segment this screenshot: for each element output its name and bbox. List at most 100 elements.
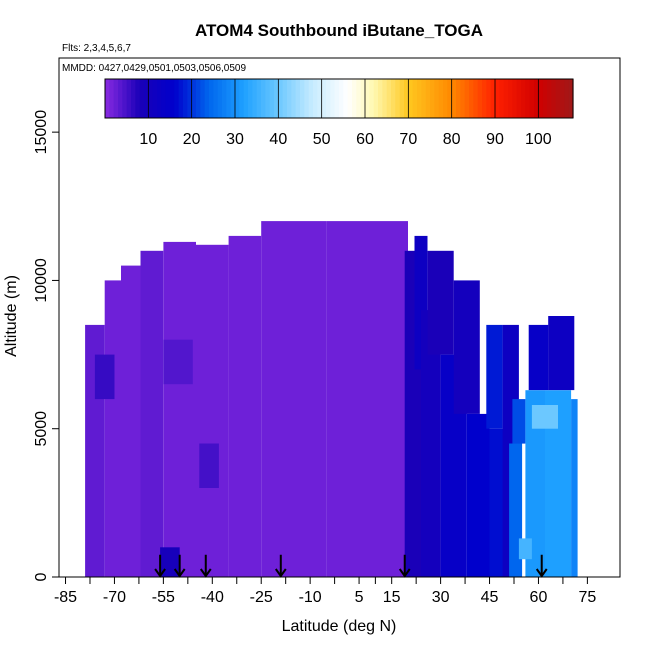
x-tick-label: -55 [152,589,175,606]
colorbar-ticks: 10 20 30 40 50 60 70 80 90 100 [139,79,552,148]
colorbar-swatch [529,79,535,118]
colorbar-swatch [469,79,474,118]
colorbar-swatch [473,79,479,118]
colorbar-swatch [369,79,375,118]
colorbar-swatch [551,79,557,118]
colorbar-swatch [360,79,366,118]
colorbar-swatch [321,79,327,118]
colorbar-swatch [456,79,461,118]
flights-label: Flts: 2,3,4,5,6,7 [62,43,131,54]
colorbar-swatch [560,79,565,118]
colorbar-swatch [196,79,201,118]
heatmap-cell [427,250,454,355]
colorbar-swatch [131,79,136,118]
colorbar-swatch [308,79,314,118]
colorbar-swatch [126,79,132,118]
colorbar-swatch [217,79,223,118]
heatmap-cell [525,390,545,577]
colorbar-swatch [534,79,539,118]
colorbar-swatch [516,79,522,118]
heatmap-cell [571,399,578,577]
colorbar-swatch [412,79,418,118]
colorbar-swatch [282,79,288,118]
colorbar-swatch [256,79,262,118]
colorbar-swatch [144,79,149,118]
colorbar-swatch [157,79,162,118]
x-tick-label: 15 [383,589,401,606]
colorbar-swatch [209,79,214,118]
colorbar-tick-label: 40 [269,131,287,148]
latitude-arrows [154,554,548,578]
colorbar-swatch [460,79,466,118]
heatmap-cell [196,244,229,577]
latitude-arrow [398,554,411,578]
colorbar-swatch [204,79,210,118]
colorbar-swatch [334,79,340,118]
heatmap-cell [121,265,141,577]
colorbar-swatch [555,79,561,118]
colorbar-swatch [269,79,275,118]
colorbar-swatch [430,79,435,118]
colorbar-swatch [417,79,422,118]
colorbar-swatch [365,79,370,118]
heatmap-cell [421,310,441,577]
colorbar-swatch [313,79,318,118]
colorbar-swatch [226,79,232,118]
colorbar-swatch [183,79,188,118]
colorbar-tick-label: 10 [139,131,157,148]
heatmap-cell [512,399,526,444]
colorbar-swatch [373,79,379,118]
x-tick-label: 5 [355,589,364,606]
colorbar-swatch [191,79,197,118]
x-tick-label: 30 [432,589,450,606]
latitude-arrow [535,554,548,578]
colorbar-swatch [113,79,119,118]
colorbar-swatch [187,79,193,118]
colorbar-swatch [122,79,128,118]
colorbar-swatch [443,79,448,118]
colorbar-swatch [391,79,396,118]
colorbar-swatch [235,79,240,118]
colorbar-swatch [525,79,531,118]
colorbar-swatch [482,79,487,118]
heatmap-cell [94,354,115,400]
colorbar-swatch [317,79,323,118]
heatmap-cell [140,250,164,577]
colorbar-swatch [343,79,349,118]
x-tick-label: 75 [578,589,596,606]
colorbar-swatch [174,79,180,118]
colorbar-swatch [421,79,427,118]
x-tick-label: -85 [54,589,77,606]
colorbar-swatch [239,79,245,118]
colorbar-swatch [248,79,253,118]
x-tick-label: -10 [299,589,322,606]
colorbar-swatch [538,79,544,118]
heatmap-cell [326,221,408,577]
colorbar-tick-label: 70 [399,131,417,148]
colorbar-swatch [521,79,526,118]
x-tick-label: -70 [103,589,126,606]
colorbar-swatch [118,79,123,118]
colorbar-swatch [243,79,249,118]
heatmap-cell [528,324,549,391]
latitude-arrow [154,554,166,578]
colorbar-swatch [295,79,301,118]
colorbar-swatch [213,79,219,118]
colorbar-swatch [347,79,353,118]
colorbar-swatch [261,79,266,118]
y-axis: 0 5000 10000 15000 [33,110,59,581]
heatmap-cell [261,221,327,577]
colorbar-swatch [139,79,145,118]
colorbar-swatch [512,79,518,118]
colorbar-swatch [161,79,167,118]
colorbar-swatch [274,79,279,118]
colorbar-swatch [148,79,154,118]
x-tick-label: 60 [530,589,548,606]
heatmap-cell [548,316,575,391]
colorbar [104,78,574,119]
colorbar-swatch [386,79,392,118]
colorbar-swatch [564,79,570,118]
colorbar-swatch [404,79,409,118]
colorbar-swatch [495,79,500,118]
